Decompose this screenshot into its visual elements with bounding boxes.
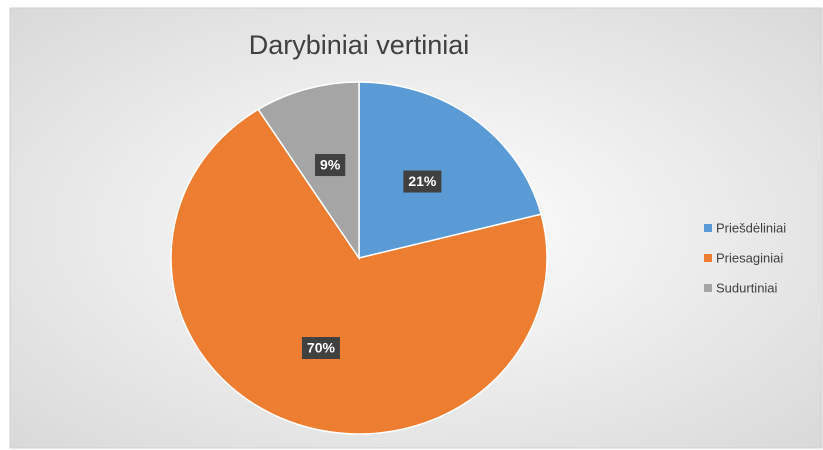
legend-label: Priešdėliniai bbox=[716, 220, 786, 235]
legend-label: Sudurtiniai bbox=[716, 280, 778, 295]
pie-slice bbox=[358, 81, 543, 259]
legend-swatch bbox=[704, 224, 712, 232]
pie-slice bbox=[257, 81, 360, 261]
data-label-box bbox=[315, 154, 346, 177]
legend-label: Priesaginiai bbox=[716, 250, 783, 265]
data-label: 70% bbox=[307, 340, 336, 356]
data-label: 9% bbox=[320, 157, 341, 173]
legend-swatch bbox=[704, 254, 712, 262]
data-label-box bbox=[403, 170, 442, 193]
data-label-box bbox=[301, 337, 340, 360]
pie-slice bbox=[170, 108, 548, 435]
data-label: 21% bbox=[408, 173, 437, 189]
chart-title: Darybiniai vertiniai bbox=[249, 30, 470, 60]
legend-swatch bbox=[704, 284, 712, 292]
